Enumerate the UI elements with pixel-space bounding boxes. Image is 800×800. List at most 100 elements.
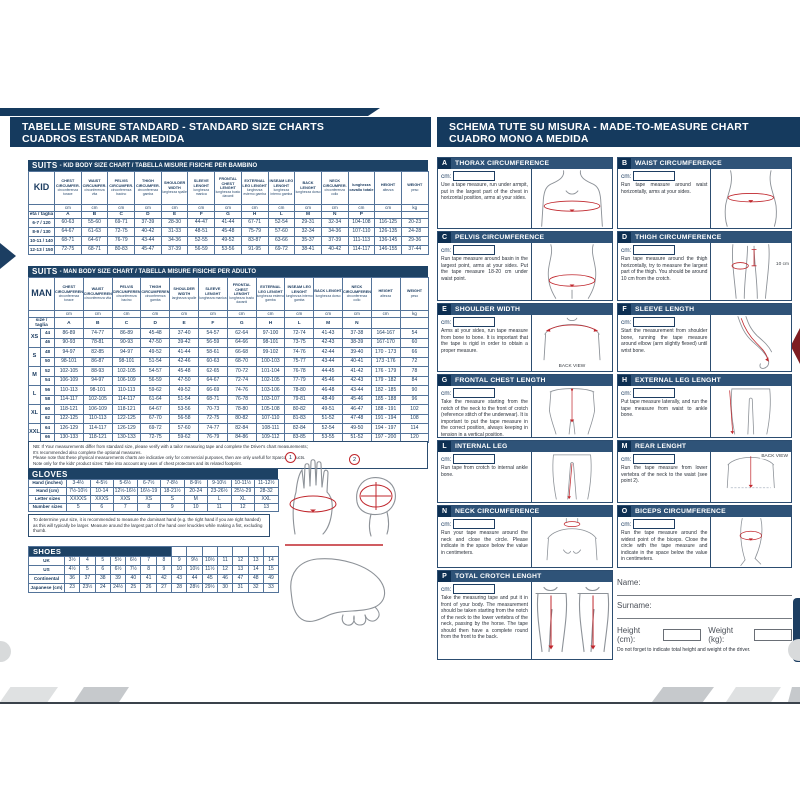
cm-input[interactable] (633, 454, 676, 464)
table-cell: 25½-29 (230, 487, 255, 496)
letter-cell: L (284, 316, 315, 330)
table-cell: 10-14 (89, 487, 114, 496)
table-cell: 8 (136, 503, 161, 512)
table-cell: 12 (232, 556, 249, 566)
height-field[interactable] (663, 629, 702, 641)
cm-input[interactable] (453, 171, 496, 181)
surname-field[interactable] (617, 610, 792, 619)
table-cell: 38 (94, 574, 111, 584)
cm-input[interactable] (453, 454, 496, 464)
column-header: WAIST CIRCUMFER. circonferenza vita (80, 171, 109, 205)
kid-row-label: KID (28, 171, 55, 205)
table-cell: 69-72 (267, 245, 296, 255)
table-cell: 102 (399, 404, 430, 415)
row-label: US (28, 565, 65, 575)
table-cell: 10½ (186, 565, 203, 575)
unit-cell: cm (370, 310, 401, 318)
table-cell: 98-101 (255, 337, 286, 349)
unit-cell: kg (399, 310, 430, 318)
table-cell: 39-42 (169, 337, 199, 349)
table-cell: 39 (109, 574, 127, 584)
table-cell: 100-103 (255, 356, 286, 368)
table-cell: 55-60 (80, 218, 109, 228)
unit-cell: cm (294, 204, 322, 212)
section-instructions: Take the measuring tape and put it in fr… (441, 595, 528, 640)
table-cell: 185 - 188 (370, 394, 401, 406)
name-field[interactable] (617, 587, 792, 596)
table-cell: 83-87 (240, 236, 269, 246)
table-cell: 42-43 (341, 375, 372, 387)
section-title: THORAX CIRCUMFERENCE (455, 160, 550, 167)
table-cell: 57-60 (267, 227, 296, 237)
table-cell: 36 (63, 574, 81, 584)
table-cell: 42-43 (313, 337, 343, 349)
unit-cell: cm (320, 204, 349, 212)
table-cell: 37-39 (320, 236, 349, 246)
cm-input[interactable] (453, 317, 496, 327)
column-header: SLEEVE LENGHT lunghezza manica (197, 277, 228, 311)
row-label: Letter sizes (28, 495, 67, 504)
table-cell: 106-109 (54, 375, 84, 387)
size-row-label: 44 (40, 328, 55, 339)
cm-input[interactable] (633, 171, 676, 181)
column-header: PELVIS CIRCUMFER. circonferenza bacino (107, 171, 136, 205)
table-cell: 176 - 179 (370, 366, 401, 377)
table-cell: 76-78 (284, 366, 315, 377)
cm-input[interactable] (453, 388, 496, 398)
body-measurement-icon (711, 315, 791, 371)
table-cell: 86-89 (54, 328, 84, 339)
size-row-label: 58 (40, 394, 55, 406)
body-measurement-icon (532, 243, 612, 300)
table-cell: 38-41 (294, 245, 322, 255)
size-group-label: XL (28, 404, 41, 425)
table-cell: 167-170 (370, 337, 401, 349)
gloves-header-bar: GLOVES (28, 469, 278, 479)
size-group-label: S (28, 347, 41, 368)
size-row-label: 6-7 / 120 (28, 218, 55, 228)
table-cell: 88-93 (82, 366, 113, 377)
left-arrow-icon (0, 243, 16, 269)
table-cell: 39-40 (341, 347, 372, 358)
figure-L (530, 452, 612, 502)
body-measurement-icon (711, 169, 791, 228)
letter-cell: F (187, 211, 216, 219)
table-cell: 60-63 (197, 356, 228, 368)
unit-cell: cm (347, 204, 376, 212)
gloves-label: GLOVES (32, 469, 68, 479)
table-cell: 5½ (109, 556, 127, 566)
letter-cell (374, 211, 402, 219)
table-cell: 40-42 (320, 245, 349, 255)
shoes-size-table: SHOES UK 3½ 4 5 5½ 6½ 7 8 9 9½ 10½ 11 12 13 14 US 4½ 5 6 6½ 7… (27, 546, 280, 593)
table-cell: 48 (247, 574, 264, 584)
cm-input[interactable] (453, 519, 496, 529)
table-cell: 34-36 (160, 236, 189, 246)
cm-input[interactable] (453, 584, 496, 594)
letter-cell: E (169, 316, 199, 330)
left-title-line1: TABELLE MISURE STANDARD - STANDARD SIZE … (22, 121, 325, 133)
note-line: Please note that these physical measurem… (33, 455, 306, 460)
table-cell: 68-71 (197, 394, 228, 406)
letter-cell (399, 316, 430, 330)
cm-input[interactable] (633, 519, 676, 529)
table-cell: 37-38 (341, 328, 372, 339)
note-line: Note only for the kids' product sizes: T… (33, 460, 242, 466)
cm-input[interactable] (633, 245, 676, 255)
table-cell: 44 (186, 574, 203, 584)
cm-input[interactable] (633, 388, 676, 398)
table-cell: 72-75 (107, 227, 136, 237)
bottom-rule (0, 702, 800, 704)
table-cell: 111-113 (347, 236, 376, 246)
cm-input[interactable] (633, 317, 676, 327)
letter-cell: B (82, 316, 113, 330)
table-cell: 75-79 (240, 227, 269, 237)
table-cell: 102-105 (111, 366, 142, 377)
letter-cell: H (255, 316, 286, 330)
suits-label: SUITS (32, 267, 58, 276)
cm-input[interactable] (453, 245, 496, 255)
weight-field[interactable] (754, 629, 792, 641)
column-header: WEIGHT peso (399, 277, 430, 311)
column-header: CHEST CIRCUMFER. circonferenza torace (54, 171, 82, 205)
hand-measure-point-2: 2 (349, 454, 360, 465)
unit-cell: cm (187, 204, 216, 212)
